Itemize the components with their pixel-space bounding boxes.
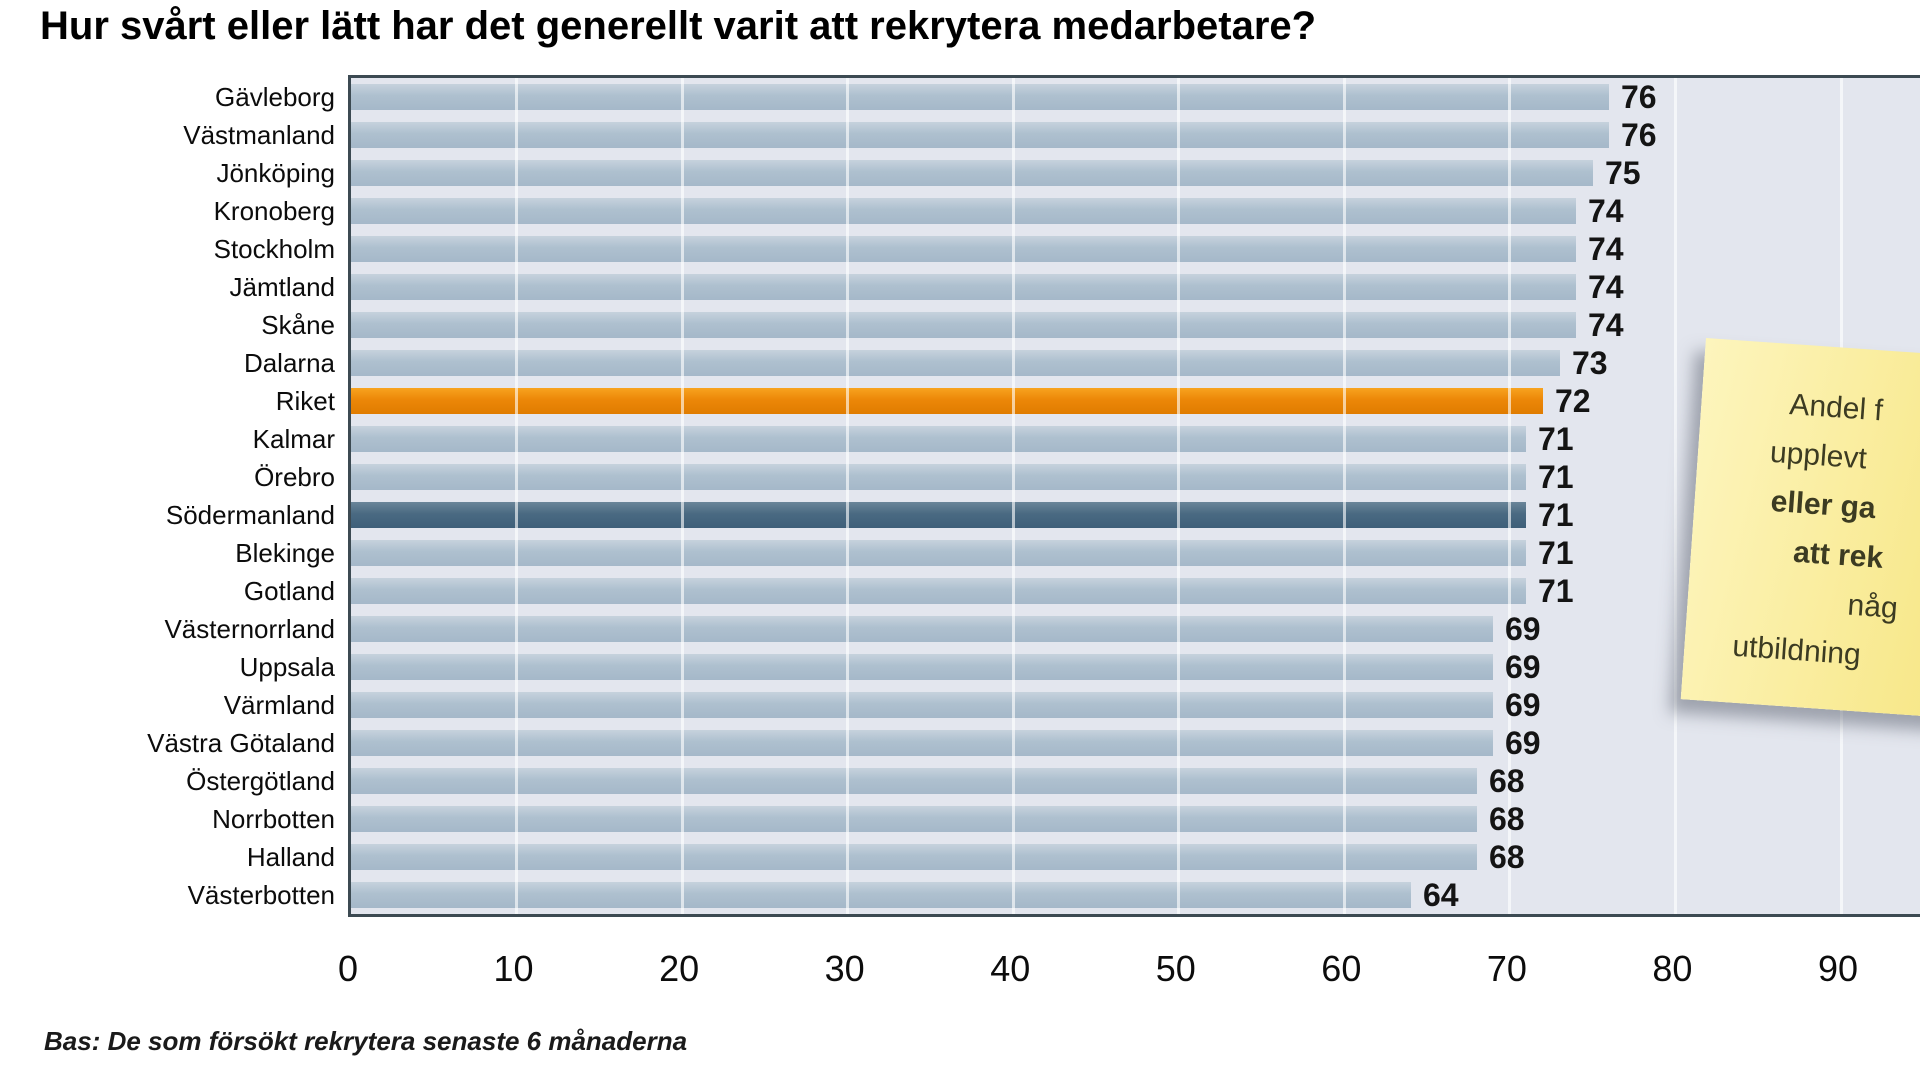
bar-gotland [351,578,1526,604]
value-label: 74 [1588,269,1624,305]
bar-riket [351,388,1543,414]
value-label: 76 [1621,117,1657,153]
y-label-södermanland: Södermanland [165,500,335,530]
gridline-80 [1673,78,1677,914]
value-label: 75 [1605,155,1641,191]
y-label-riket: Riket [275,386,335,416]
bar-västmanland [351,122,1609,148]
y-label-blekinge: Blekinge [235,538,335,568]
gridline-10 [515,78,519,914]
y-label-jönköping: Jönköping [216,158,335,188]
x-tick-20: 20 [659,948,700,989]
value-label: 74 [1588,231,1624,267]
y-label-östergötland: Östergötland [186,766,335,796]
chart-title: Hur svårt eller lätt har det generellt v… [40,4,1317,48]
gridline-50 [1177,78,1181,914]
value-label: 73 [1572,345,1608,381]
value-label: 71 [1538,535,1574,571]
value-label: 74 [1588,307,1624,343]
value-label: 68 [1489,763,1525,799]
gridline-20 [680,78,684,914]
y-label-jämtland: Jämtland [229,272,336,302]
bar-södermanland [351,502,1526,528]
x-tick-0: 0 [337,948,359,989]
y-label-örebro: Örebro [254,462,335,492]
bar-skåne [351,312,1576,338]
bar-jämtland [351,274,1576,300]
value-label: 74 [1588,193,1624,229]
value-label: 64 [1423,877,1459,913]
x-tick-40: 40 [990,948,1031,989]
y-label-västernorrland: Västernorrland [164,614,335,644]
bar-västernorrland [351,616,1493,642]
gridline-40 [1011,78,1015,914]
bar-blekinge [351,540,1526,566]
bar-värmland [351,692,1493,718]
bar-örebro [351,464,1526,490]
y-label-värmland: Värmland [223,690,335,720]
sticky-note-text: Andel f upplevt eller ga att rek någ utbildni… [1683,338,1920,697]
bar-uppsala [351,654,1493,680]
x-tick-80: 80 [1652,948,1693,989]
bar-halland [351,844,1477,870]
plot-area: 76 76 75 74 74 74 74 73 72 71 71 71 71 71 69 69 69 69 68 68… [348,75,1920,917]
value-label: 69 [1505,725,1541,761]
bar-stockholm [351,236,1576,262]
y-label-gotland: Gotland [243,576,335,606]
x-tick-60: 60 [1321,948,1362,989]
bar-kronoberg [351,198,1576,224]
gridline-30 [846,78,850,914]
y-label-gävleborg: Gävleborg [215,82,335,112]
bar-gävleborg [351,84,1609,110]
value-label: 68 [1489,801,1525,837]
y-label-västra-götaland: Västra Götaland [147,728,335,758]
value-label: 71 [1538,421,1574,457]
y-label-dalarna: Dalarna [243,348,335,378]
value-label: 71 [1538,497,1574,533]
bar-kalmar [351,426,1526,452]
sticky-note: Andel f upplevt eller ga att rek någ utbildni… [1680,338,1920,730]
x-tick-70: 70 [1486,948,1527,989]
value-label: 68 [1489,839,1525,875]
value-label: 69 [1505,687,1541,723]
x-tick-30: 30 [824,948,865,989]
value-label: 72 [1555,383,1591,419]
bar-västra-götaland [351,730,1493,756]
y-label-norrbotten: Norrbotten [212,804,335,834]
bar-västerbotten [351,882,1411,908]
y-label-kronoberg: Kronoberg [213,196,335,226]
y-label-stockholm: Stockholm [213,234,335,264]
gridline-70 [1508,78,1512,914]
x-tick-90: 90 [1817,948,1859,989]
bar-dalarna [351,350,1560,376]
bar-norrbotten [351,806,1477,832]
footnote: Bas: De som försökt rekrytera senaste 6 … [44,1026,688,1056]
value-label: 69 [1505,611,1541,647]
y-label-västerbotten: Västerbotten [187,880,335,910]
y-label-västmanland: Västmanland [183,120,335,150]
y-label-skåne: Skåne [261,310,335,340]
value-label: 71 [1538,459,1574,495]
y-label-kalmar: Kalmar [252,424,335,454]
gridline-60 [1342,78,1346,914]
value-label: 76 [1621,79,1657,115]
y-label-uppsala: Uppsala [239,652,335,682]
x-tick-50: 50 [1155,948,1196,989]
bar-jönköping [351,160,1593,186]
bar-östergötland [351,768,1477,794]
value-label: 71 [1538,573,1574,609]
x-tick-10: 10 [493,948,534,989]
value-label: 69 [1505,649,1541,685]
y-label-halland: Halland [246,842,335,872]
